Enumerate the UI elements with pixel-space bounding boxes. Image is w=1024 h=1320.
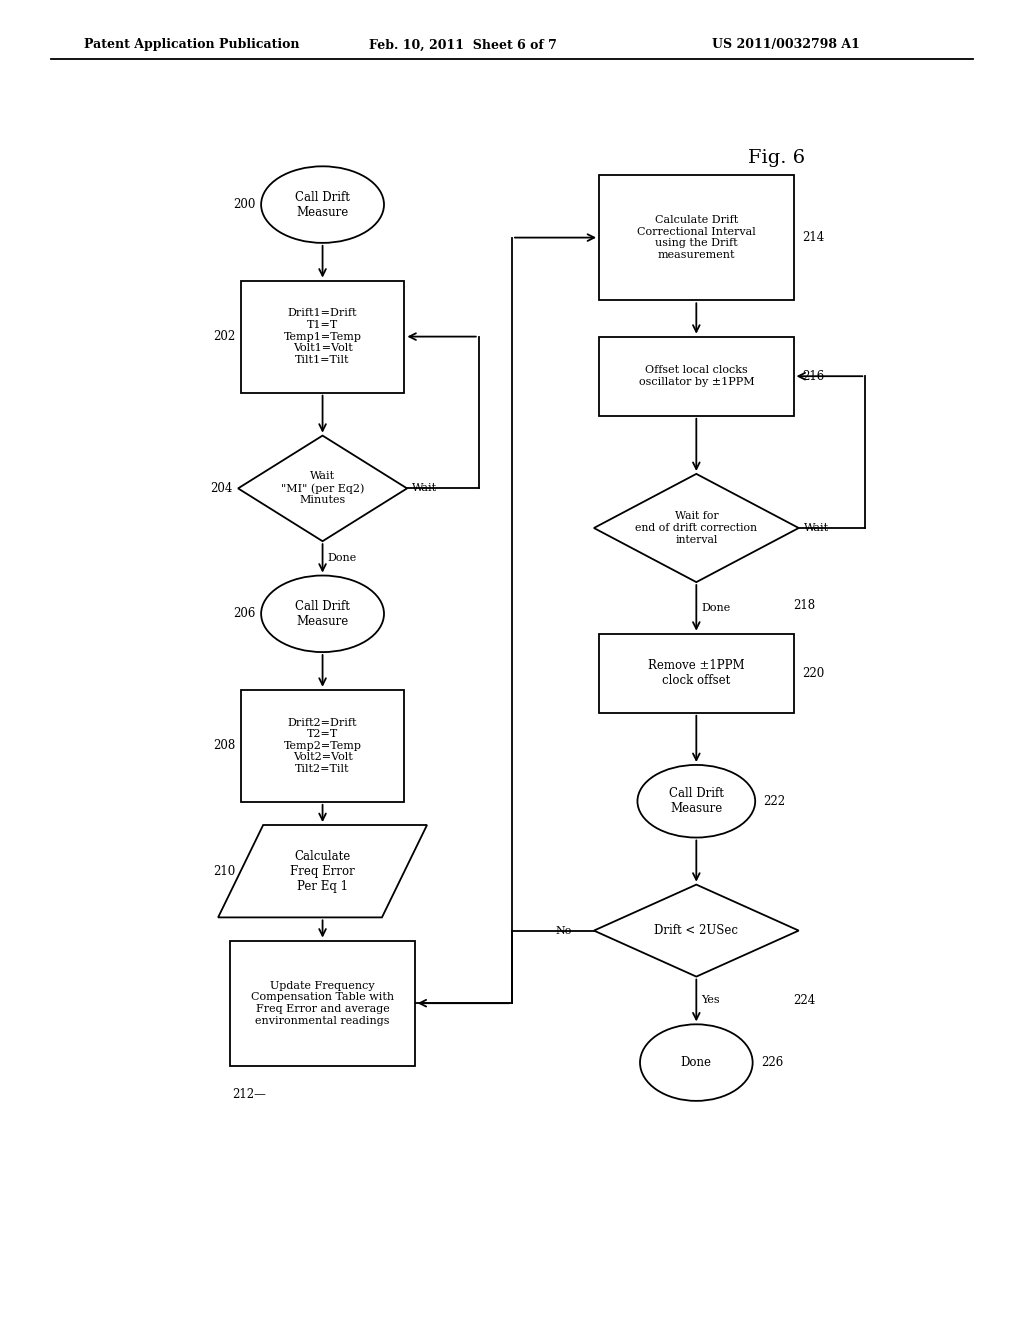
Text: Yes: Yes (701, 995, 720, 1006)
Text: Wait: Wait (412, 483, 437, 494)
Text: Done: Done (701, 603, 731, 612)
Text: Drift1=Drift
T1=T
Temp1=Temp
Volt1=Volt
Tilt1=Tilt: Drift1=Drift T1=T Temp1=Temp Volt1=Volt … (284, 309, 361, 364)
Text: No: No (555, 925, 571, 936)
Text: 222: 222 (764, 795, 785, 808)
Text: Done: Done (328, 553, 357, 564)
Ellipse shape (261, 576, 384, 652)
Text: Drift2=Drift
T2=T
Temp2=Temp
Volt2=Volt
Tilt2=Tilt: Drift2=Drift T2=T Temp2=Temp Volt2=Volt … (284, 718, 361, 774)
FancyBboxPatch shape (599, 337, 794, 416)
Text: Calculate
Freq Error
Per Eq 1: Calculate Freq Error Per Eq 1 (290, 850, 355, 892)
FancyBboxPatch shape (241, 281, 404, 393)
Polygon shape (594, 474, 799, 582)
Polygon shape (594, 884, 799, 977)
Polygon shape (218, 825, 427, 917)
Text: Patent Application Publication: Patent Application Publication (84, 38, 299, 51)
Text: 214: 214 (802, 231, 824, 244)
Text: 218: 218 (794, 599, 816, 612)
FancyBboxPatch shape (230, 940, 415, 1067)
Text: Remove ±1PPM
clock offset: Remove ±1PPM clock offset (648, 659, 744, 688)
Text: Wait
"MI" (per Eq2)
Minutes: Wait "MI" (per Eq2) Minutes (281, 471, 365, 506)
Text: Fig. 6: Fig. 6 (748, 149, 805, 168)
FancyBboxPatch shape (241, 689, 404, 801)
Text: Drift < 2USec: Drift < 2USec (654, 924, 738, 937)
Text: Call Drift
Measure: Call Drift Measure (669, 787, 724, 816)
Text: 212—: 212— (232, 1089, 266, 1101)
Text: 206: 206 (233, 607, 256, 620)
Text: 224: 224 (794, 994, 816, 1007)
Text: 210: 210 (213, 865, 236, 878)
FancyBboxPatch shape (599, 634, 794, 713)
Ellipse shape (637, 766, 756, 838)
Text: Feb. 10, 2011  Sheet 6 of 7: Feb. 10, 2011 Sheet 6 of 7 (369, 38, 556, 51)
Ellipse shape (261, 166, 384, 243)
Text: US 2011/0032798 A1: US 2011/0032798 A1 (712, 38, 859, 51)
Text: 208: 208 (213, 739, 236, 752)
Text: Wait for
end of drift correction
interval: Wait for end of drift correction interva… (635, 511, 758, 545)
Text: Calculate Drift
Correctional Interval
using the Drift
measurement: Calculate Drift Correctional Interval us… (637, 215, 756, 260)
Text: Update Frequency
Compensation Table with
Freq Error and average
environmental re: Update Frequency Compensation Table with… (251, 981, 394, 1026)
Text: Done: Done (681, 1056, 712, 1069)
Polygon shape (238, 436, 408, 541)
Ellipse shape (640, 1024, 753, 1101)
Text: 220: 220 (802, 667, 824, 680)
Text: Call Drift
Measure: Call Drift Measure (295, 599, 350, 628)
Text: 216: 216 (802, 370, 824, 383)
Text: 200: 200 (233, 198, 256, 211)
Text: 226: 226 (761, 1056, 783, 1069)
Text: Offset local clocks
oscillator by ±1PPM: Offset local clocks oscillator by ±1PPM (639, 366, 754, 387)
Text: Call Drift
Measure: Call Drift Measure (295, 190, 350, 219)
Text: Wait: Wait (804, 523, 829, 533)
Text: 204: 204 (211, 482, 232, 495)
Text: 202: 202 (213, 330, 236, 343)
FancyBboxPatch shape (599, 176, 794, 301)
